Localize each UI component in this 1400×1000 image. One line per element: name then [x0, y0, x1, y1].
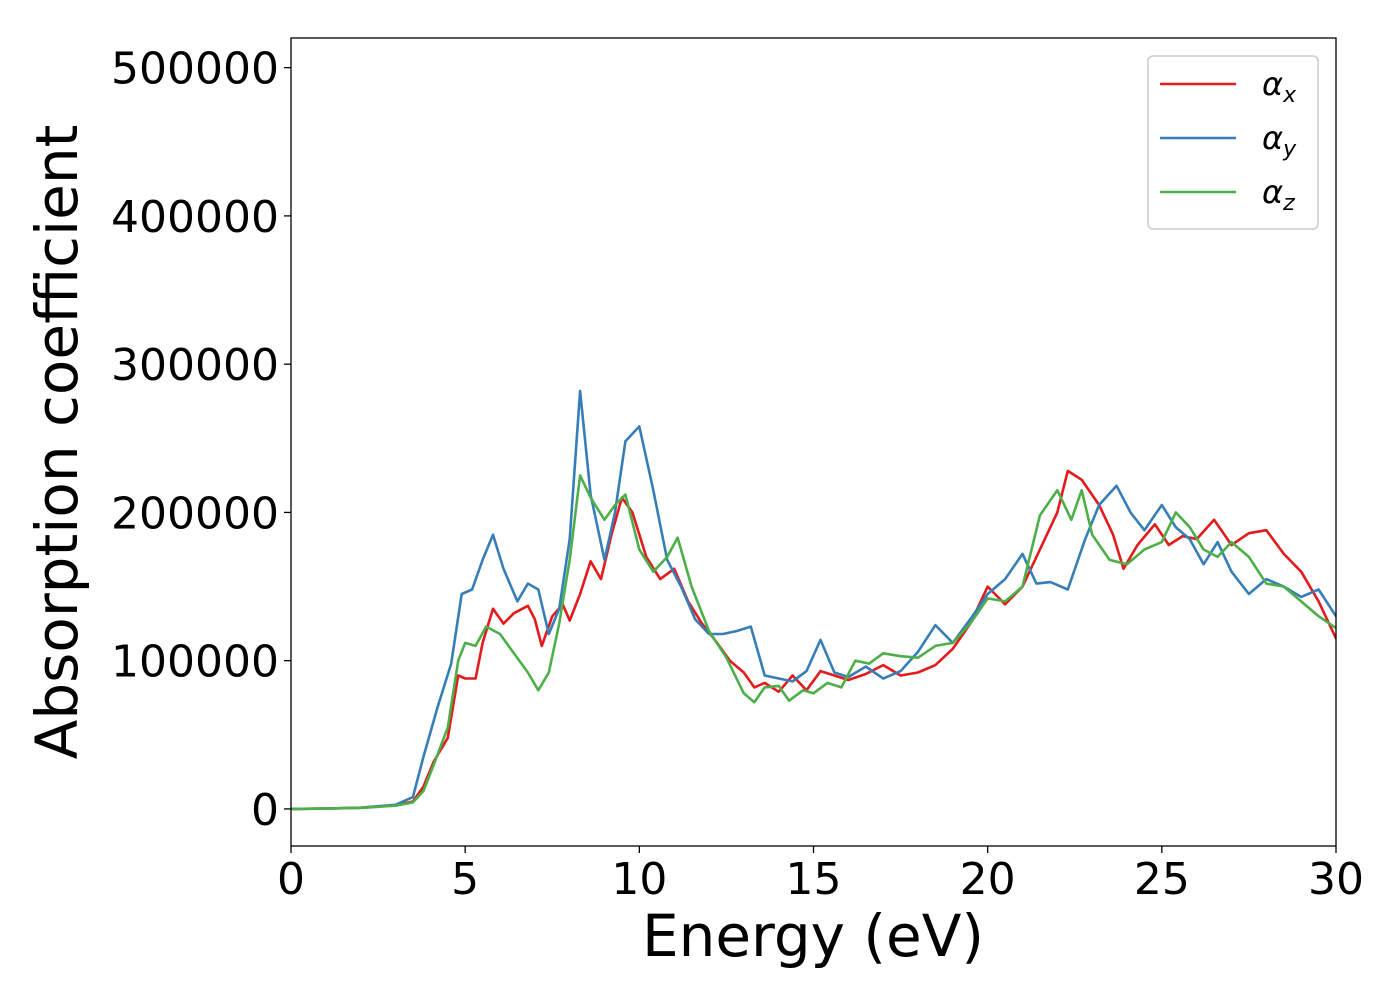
plot-area: 0 5 10 15 20 25 30 0 100000 200000 300000 400000 500…: [111, 37, 1364, 905]
y-axis-label: Absorption coefficient: [23, 125, 91, 760]
y-tick-label-400000: 400000: [111, 192, 279, 243]
y-tick-label-500000: 500000: [111, 44, 279, 95]
x-tick-label-10: 10: [611, 854, 667, 905]
x-tick-label-20: 20: [960, 854, 1016, 905]
y-tick-label-200000: 200000: [111, 488, 279, 539]
legend-label-y: αy: [1262, 119, 1297, 162]
legend-label-x: αx: [1262, 65, 1297, 108]
series-group: [291, 389, 1336, 811]
legend-symbol: α: [1262, 173, 1283, 211]
legend-subscript: z: [1282, 191, 1295, 216]
x-tick-label-0: 0: [277, 854, 305, 905]
series-line-x: [291, 469, 1336, 811]
y-tick-label-100000: 100000: [111, 637, 279, 688]
legend-frame: [1147, 55, 1319, 230]
legend-subscript: y: [1282, 137, 1297, 162]
legend-symbol: α: [1262, 119, 1283, 157]
legend-label-z: αz: [1262, 173, 1295, 216]
legend-symbol: α: [1262, 65, 1283, 103]
y-tick-label-300000: 300000: [111, 340, 279, 391]
series-line-y: [291, 389, 1336, 811]
y-tick-label-0: 0: [251, 785, 279, 836]
x-tick-label-25: 25: [1134, 854, 1190, 905]
x-axis-label: Energy (eV): [642, 902, 984, 970]
legend-subscript: x: [1282, 83, 1297, 108]
x-tick-label-15: 15: [786, 854, 842, 905]
x-tick-label-5: 5: [451, 854, 479, 905]
x-tick-label-30: 30: [1308, 854, 1364, 905]
series-line-z: [291, 474, 1336, 811]
